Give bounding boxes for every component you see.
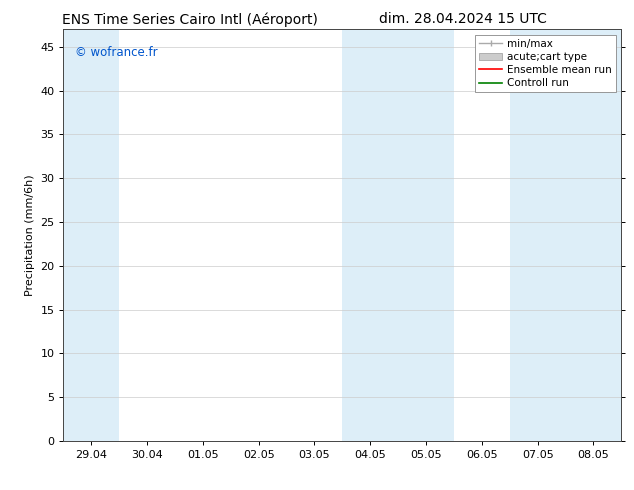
Legend: min/max, acute;cart type, Ensemble mean run, Controll run: min/max, acute;cart type, Ensemble mean … [475, 35, 616, 92]
Text: © wofrance.fr: © wofrance.fr [75, 46, 157, 59]
Bar [398, 29, 454, 441]
Text: dim. 28.04.2024 15 UTC: dim. 28.04.2024 15 UTC [379, 12, 547, 26]
Y-axis label: Precipitation (mm/6h): Precipitation (mm/6h) [25, 174, 35, 296]
Bar [566, 29, 621, 441]
Text: ENS Time Series Cairo Intl (Aéroport): ENS Time Series Cairo Intl (Aéroport) [62, 12, 318, 27]
Bar [342, 29, 398, 441]
Bar [510, 29, 566, 441]
Bar [63, 29, 119, 441]
